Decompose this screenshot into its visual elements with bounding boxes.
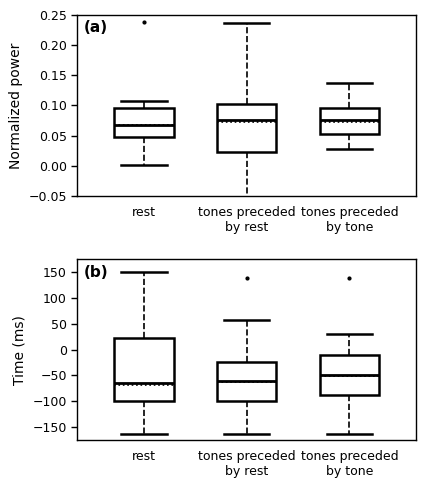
Y-axis label: Normalized power: Normalized power: [9, 42, 23, 168]
Bar: [217, 104, 276, 152]
Bar: [114, 108, 174, 137]
Bar: [320, 108, 379, 134]
Y-axis label: Time (ms): Time (ms): [13, 314, 27, 384]
Text: (a): (a): [84, 20, 108, 36]
Text: (b): (b): [84, 264, 109, 280]
Bar: [217, 362, 276, 401]
Bar: [114, 338, 174, 401]
Bar: [320, 354, 379, 395]
